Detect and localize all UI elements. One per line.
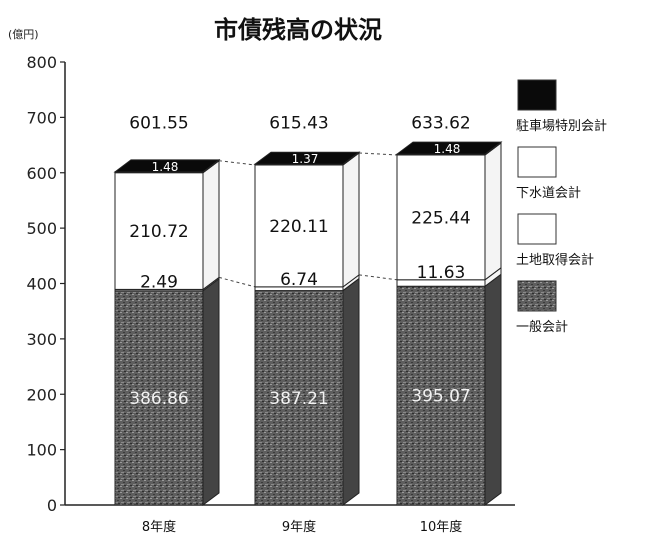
connector-line: [358, 274, 398, 281]
total-label: 615.43: [269, 113, 328, 133]
y-tick-label: 100: [26, 441, 57, 460]
bar-segment-1: [114, 290, 204, 506]
bars-group: [113, 141, 503, 506]
value-label-sewer: 220.11: [269, 217, 328, 237]
y-tick-label: 200: [26, 385, 57, 404]
connector-line: [218, 276, 256, 288]
y-tick-label: 700: [26, 108, 57, 127]
bar-top-face: [113, 159, 221, 173]
y-tick-label: 500: [26, 219, 57, 238]
legend-swatch: [517, 280, 557, 312]
y-tick-label: 400: [26, 275, 57, 294]
x-category-label: 8年度: [142, 519, 176, 535]
bar-side-face: [342, 151, 360, 288]
y-axis: 0 100 200 300 400 500 600 700 800: [26, 53, 515, 515]
value-label-parking: 1.37: [292, 152, 319, 166]
connector-line: [358, 152, 398, 156]
value-label-parking: 1.48: [434, 142, 461, 156]
value-label-general: 395.07: [411, 387, 470, 407]
y-tick-label: 800: [26, 53, 57, 72]
legend-label: 一般会計: [516, 319, 568, 335]
value-label-sewer: 210.72: [129, 222, 188, 242]
legend-swatch: [517, 213, 557, 245]
bar-segment-3: [114, 172, 204, 290]
total-label: 601.55: [129, 113, 188, 133]
bar-side-face: [202, 277, 220, 506]
legend-label: 駐車場特別会計: [516, 118, 607, 134]
value-label-general: 386.86: [129, 389, 188, 409]
value-label-parking: 1.48: [152, 160, 179, 174]
y-tick-label: 0: [47, 496, 57, 515]
x-category-label: 10年度: [420, 519, 463, 535]
bar-segment-1: [254, 290, 344, 506]
value-labels-group: 386.86 2.49 210.72 1.48 601.55 8年度 387.21 6.74 2…: [129, 113, 470, 535]
value-label-land: 6.74: [280, 270, 318, 290]
total-label: 633.62: [411, 113, 470, 133]
value-label-general: 387.21: [269, 389, 328, 409]
bar-top-face: [253, 151, 361, 165]
bar-segment-1: [396, 285, 486, 506]
bar-segment-3: [396, 154, 486, 281]
value-label-sewer: 225.44: [411, 208, 470, 228]
x-category-label: 9年度: [282, 519, 316, 535]
bar-top-face: [395, 141, 503, 155]
legend-swatch: [517, 79, 557, 111]
bar-segment-3: [254, 164, 344, 288]
bar-side-face: [342, 277, 360, 506]
chart-title: 市債残高の状況: [214, 16, 382, 44]
dashed-connectors: [218, 152, 398, 288]
bar-side-face: [484, 273, 502, 506]
connector-line: [218, 160, 256, 166]
legend-label: 土地取得会計: [516, 252, 594, 268]
value-label-land: 11.63: [417, 263, 466, 283]
y-tick-label: 300: [26, 330, 57, 349]
legend-label: 下水道会計: [516, 185, 581, 201]
value-label-land: 2.49: [140, 272, 178, 292]
y-tick-label: 600: [26, 164, 57, 183]
legend-swatch: [517, 146, 557, 178]
bar-side-face: [484, 141, 502, 281]
bar-side-face: [202, 159, 220, 291]
y-axis-unit-label: (億円): [8, 28, 39, 41]
